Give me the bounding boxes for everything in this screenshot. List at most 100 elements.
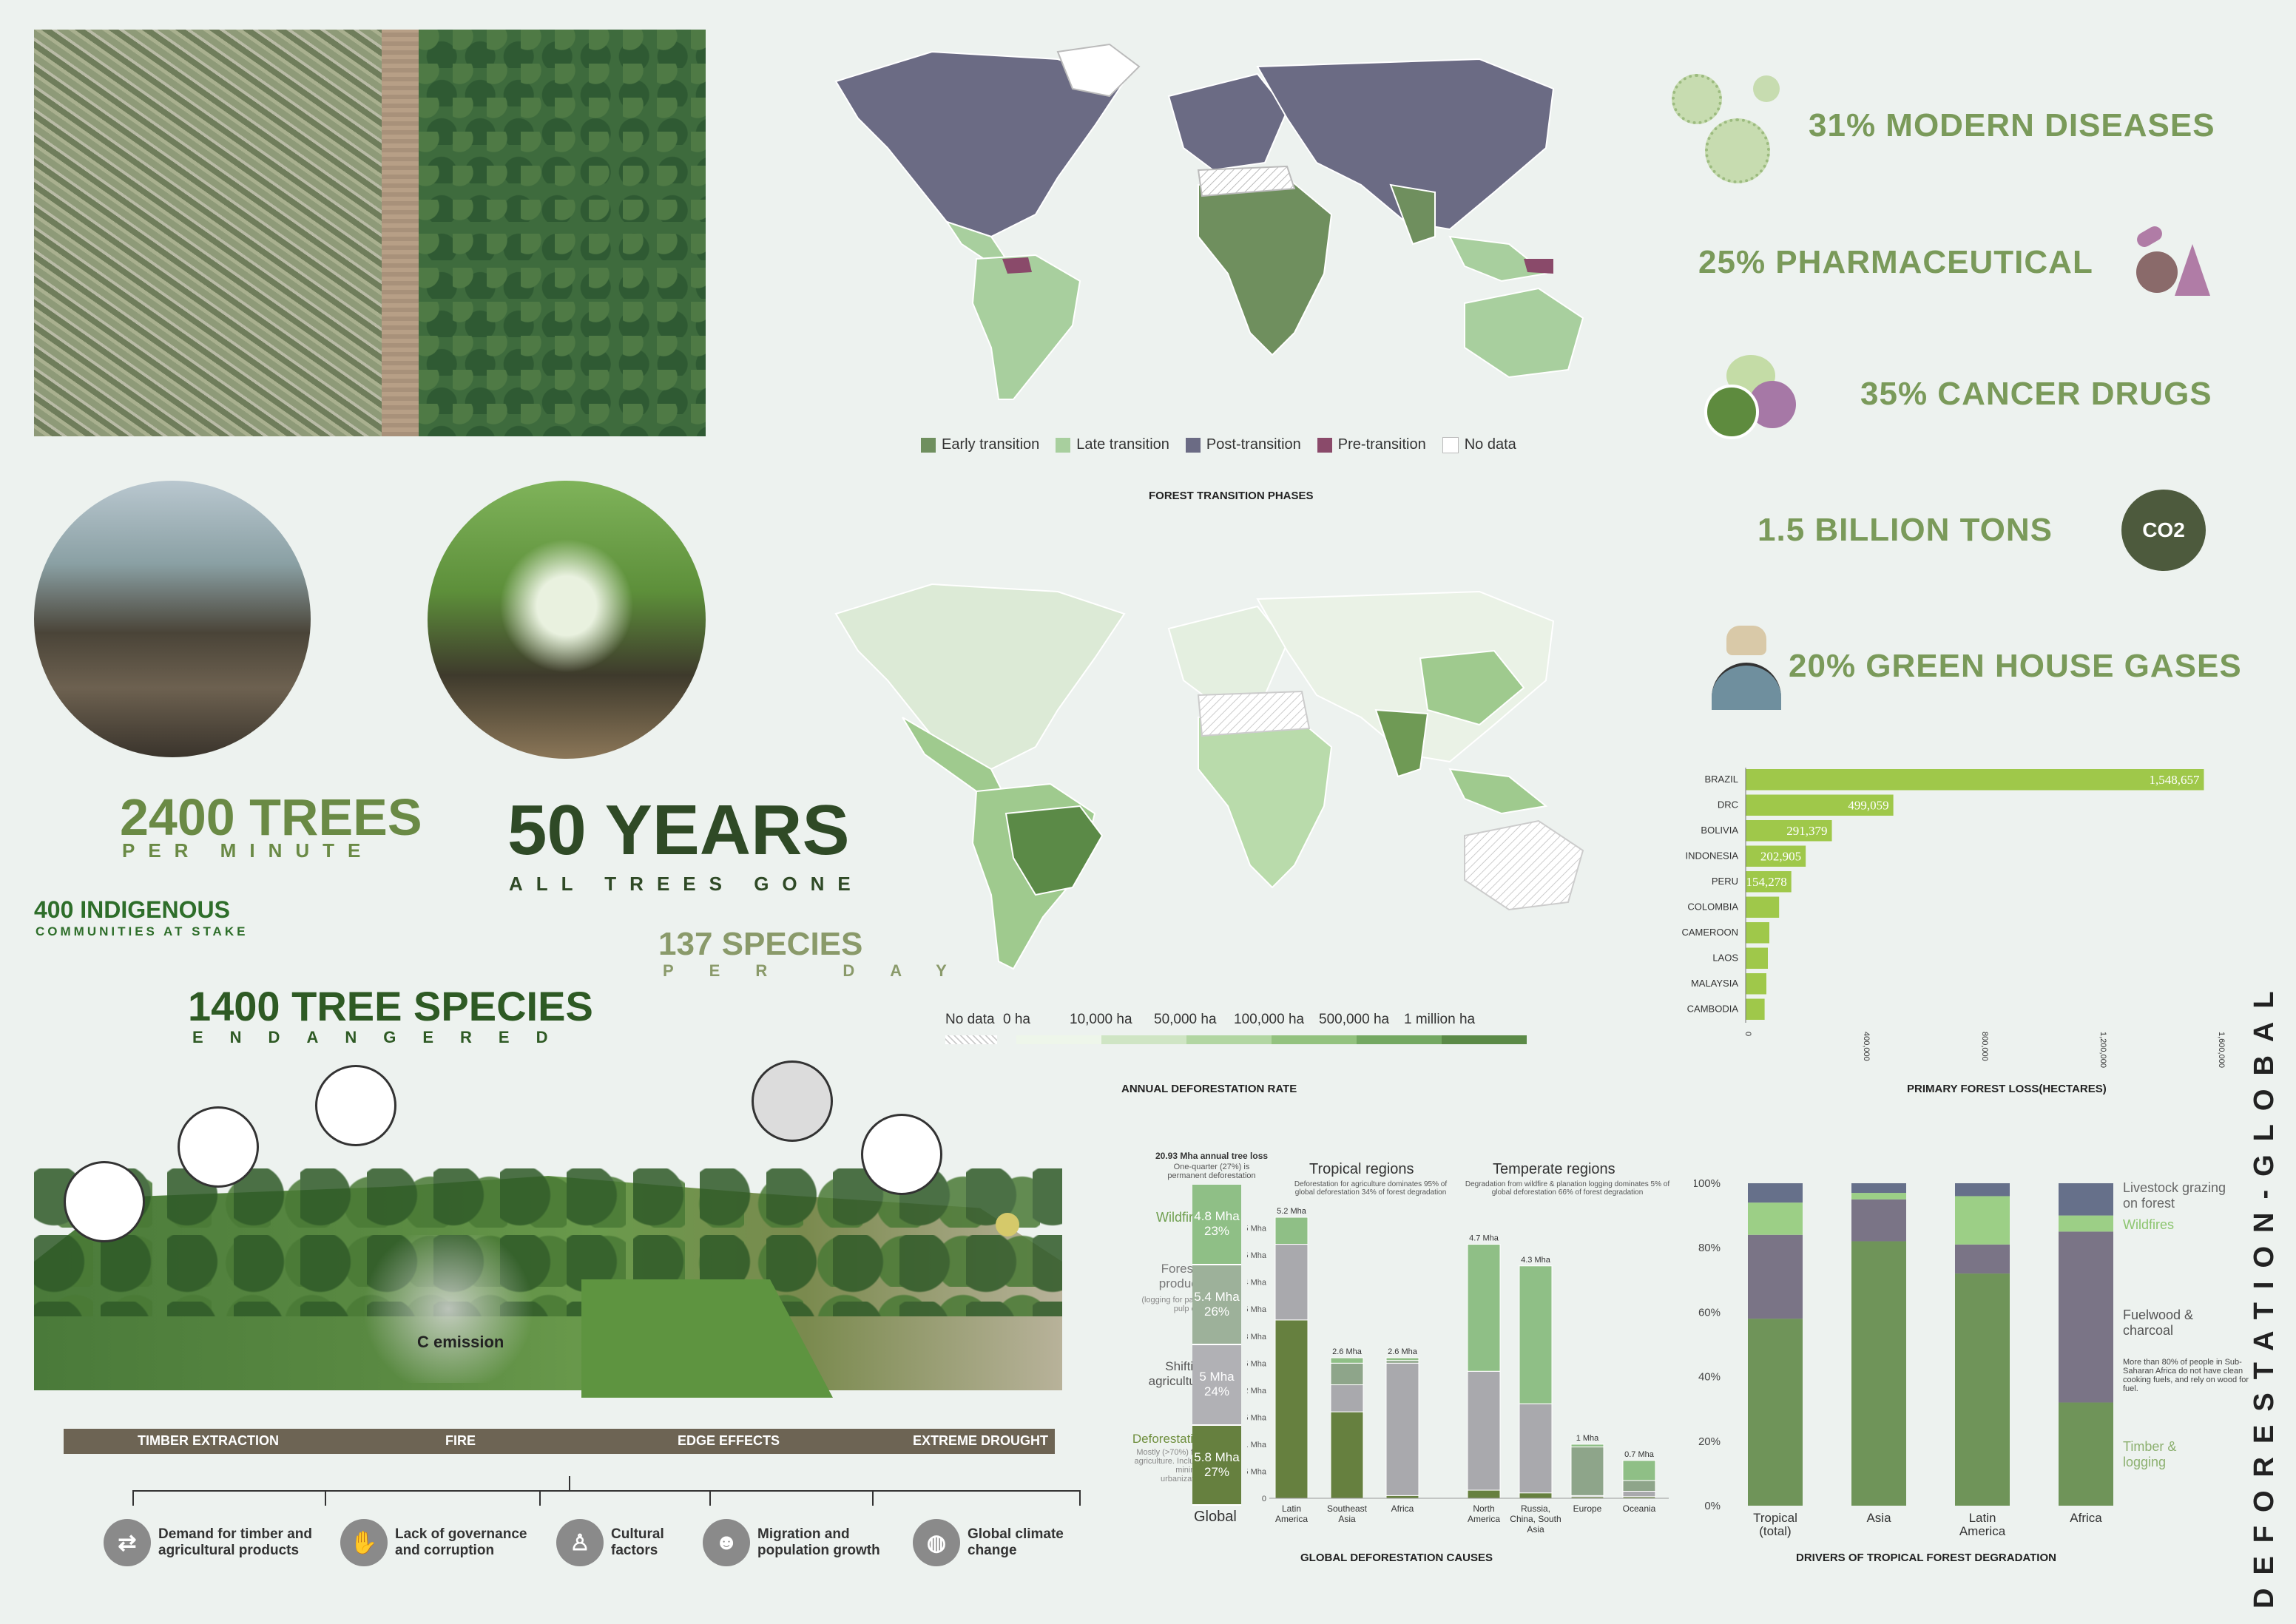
global-segment-pct: 24%	[1203, 1384, 1230, 1399]
global-causes-caption: GLOBAL DEFORESTATION CAUSES	[1300, 1552, 1493, 1564]
causes-category-label: Southeast	[1327, 1503, 1368, 1514]
driver-fuel-note: More than 80% of people in Sub-Saharan A…	[2123, 1358, 2249, 1393]
cancer-drugs-stat: 35% CANCER DRUGS	[1860, 376, 2212, 412]
global-stack-segment: 5 Mha 24%	[1192, 1345, 1241, 1426]
loss-bar	[1746, 845, 1806, 867]
legend-step-3: 100,000 ha	[1234, 1012, 1305, 1027]
causes-category-label: Asia	[1338, 1514, 1356, 1524]
snow-inset	[315, 1065, 396, 1146]
pills-icon	[1704, 355, 1800, 439]
tropical-note: Deforestation for agriculture dominates …	[1294, 1180, 1448, 1197]
global-segment-pct: 27%	[1203, 1464, 1230, 1479]
drivers-bar-segment	[2059, 1402, 2113, 1506]
page-title-vertical: DEFORESTATION-GLOBAL	[2249, 978, 2280, 1608]
legend-step-2: 50,000 ha	[1154, 1012, 1217, 1027]
loss-category-label: BOLIVIA	[1701, 825, 1738, 836]
trees-per-minute-value: 2400 TREES	[120, 788, 422, 846]
tropical-header: Tropical regions	[1309, 1161, 1414, 1177]
driver-label-fuelwood: Fuelwood & charcoal	[2123, 1307, 2194, 1338]
loss-bar	[1746, 769, 2204, 791]
global-segment-pct: 26%	[1203, 1304, 1230, 1319]
china-def-shape	[1419, 649, 1525, 726]
drivers-ytick: 100%	[1694, 1177, 1721, 1190]
drivers-category-label: (total)	[1759, 1524, 1791, 1538]
brazil-def-shape	[1004, 805, 1104, 896]
loss-value-label: 202,905	[1760, 850, 1801, 864]
drivers-bar-segment	[1955, 1273, 2010, 1506]
causes-bracket	[132, 1476, 1081, 1506]
causes-ytick: 5 Mha	[1247, 1225, 1267, 1234]
transition-legend: Early transition Late transition Post-tr…	[921, 436, 1533, 453]
loss-value-label: 291,379	[1786, 824, 1827, 838]
india-def-shape	[1374, 708, 1429, 778]
mangrove-river-photo	[428, 481, 706, 759]
animal-inset	[178, 1106, 259, 1188]
causes-category-label: Africa	[1391, 1503, 1414, 1514]
drivers-bar-segment	[2059, 1231, 2113, 1403]
loss-bar	[1746, 998, 1765, 1020]
png-shape	[1524, 259, 1553, 274]
loss-value-label: 499,059	[1848, 799, 1888, 813]
causes-category-label: America	[1468, 1514, 1500, 1524]
africa-def-shape	[1198, 708, 1333, 889]
driver-label-timber: Timber & logging	[2123, 1439, 2177, 1469]
causes-total-label: 1 Mha	[1576, 1434, 1599, 1443]
southeast-asia-shape	[1448, 235, 1548, 282]
cleared-land	[34, 30, 382, 436]
drivers-category-label: Tropical	[1753, 1511, 1797, 1525]
billion-tons-stat: 1.5 BILLION TONS	[1758, 512, 2053, 548]
cause-migration: ☻ Migration and population growth	[703, 1519, 895, 1566]
legend-gradient-bar	[1016, 1035, 1527, 1044]
drivers-bar-segment	[2059, 1183, 2113, 1216]
co2-cloud-icon: CO2	[2121, 490, 2206, 571]
sahara-def-shape	[1197, 690, 1311, 737]
causes-bar-segment	[1385, 1360, 1419, 1364]
legend-nodata-swatch	[945, 1035, 997, 1044]
section-edge: EDGE EFFECTS	[678, 1433, 780, 1448]
greenhouse-gases-stat: 20% GREEN HOUSE GASES	[1789, 648, 2242, 684]
drivers-bar-segment	[1851, 1183, 1906, 1194]
deforestation-legend: No data 0 ha 10,000 ha 50,000 ha 100,000…	[945, 1012, 1530, 1056]
species-sub: PER DAY	[663, 961, 982, 980]
causes-category-label: Russia,	[1521, 1503, 1550, 1514]
causes-ytick: 3 Mha	[1247, 1333, 1267, 1342]
forest-scene: C emission TIMBER EXTRACTION FIRE EDGE E…	[34, 1060, 1062, 1457]
section-fire: FIRE	[445, 1433, 476, 1448]
legend-nodata-label: No data	[945, 1012, 995, 1027]
section-timber: TIMBER EXTRACTION	[138, 1433, 279, 1448]
earth-hand-icon	[1706, 626, 1787, 710]
drivers-bar-segment	[1748, 1234, 1803, 1319]
australia-shape	[1464, 287, 1584, 379]
loss-tick-label: 400,000	[1862, 1032, 1871, 1061]
global-segment-value: 4.8 Mha	[1194, 1209, 1240, 1224]
drivers-category-label: Latin	[1969, 1511, 1996, 1525]
causes-bar-segment	[1274, 1319, 1309, 1499]
handshake-icon: ✋	[340, 1519, 388, 1566]
drivers-category-label: America	[1959, 1524, 2006, 1538]
causes-category-label: North	[1473, 1503, 1494, 1514]
lab-flask-icon	[2129, 222, 2210, 303]
drivers-caption: DRIVERS OF TROPICAL FOREST DEGRADATION	[1796, 1552, 2056, 1564]
causes-bar-segment	[1385, 1362, 1419, 1496]
loss-bar	[1746, 794, 1894, 816]
causes-category-label: America	[1275, 1514, 1308, 1524]
aerial-deforestation-photo	[34, 30, 706, 436]
indigenous-value: 400 INDIGENOUS	[34, 896, 230, 923]
section-drought: EXTREME DROUGHT	[913, 1433, 1049, 1448]
loss-bar	[1746, 947, 1768, 969]
causes-ytick: 4 Mha	[1247, 1279, 1267, 1288]
drivers-bar-segment	[1851, 1241, 1906, 1506]
aus-def-shape	[1464, 819, 1584, 911]
causes-total-label: 5.2 Mha	[1277, 1207, 1307, 1216]
global-stack: 4.8 Mha 23% 5.4 Mha 26% 5 Mha 24% 5.8 Mha 27%	[1192, 1185, 1241, 1506]
loss-tick-label: 0	[1743, 1032, 1752, 1036]
loss-category-label: PERU	[1712, 876, 1738, 887]
globe-icon: ◍	[913, 1519, 960, 1566]
cause-demand-label: Demand for timber and agricultural produ…	[158, 1526, 312, 1558]
global-causes-panel: 20.93 Mha annual tree loss One-quarter (…	[1099, 1151, 1676, 1550]
person-inset	[752, 1060, 833, 1142]
north-america-shape	[834, 50, 1126, 238]
causes-total-label: 0.7 Mha	[1624, 1450, 1655, 1459]
causes-bar-segment	[1622, 1460, 1656, 1481]
primary-forest-loss-chart: BRAZIL 1,548,657 DRC 499,059 BOLIVIA 291,379 I…	[1681, 768, 2226, 1068]
